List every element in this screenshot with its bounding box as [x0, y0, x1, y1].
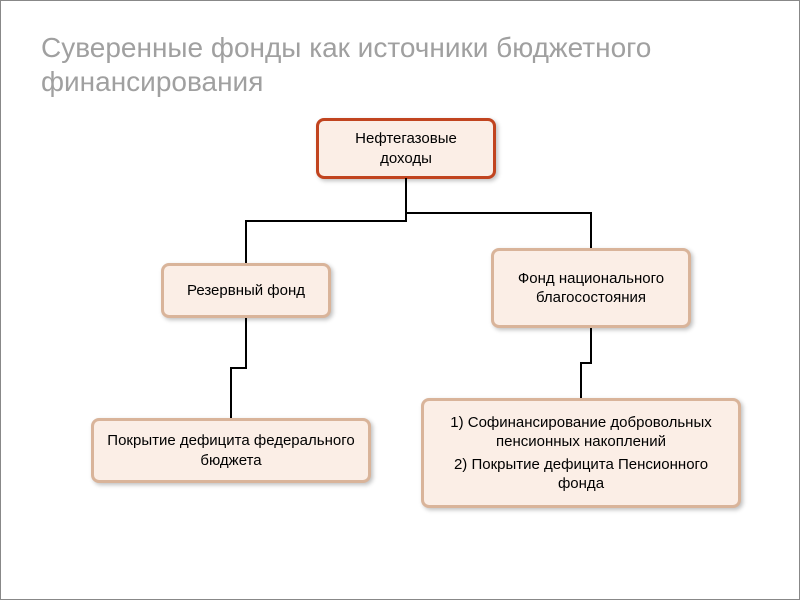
- hierarchy-diagram: Нефтегазовые доходы Резервный фонд Фонд на…: [41, 118, 759, 568]
- node-root: Нефтегазовые доходы: [316, 118, 496, 179]
- connector: [245, 220, 407, 222]
- connector: [405, 212, 592, 214]
- slide-title: Суверенные фонды как источники бюджетног…: [41, 31, 759, 98]
- connector: [245, 221, 247, 264]
- slide-container: Суверенные фонды как источники бюджетног…: [0, 0, 800, 600]
- connector: [405, 178, 407, 213]
- connector: [230, 367, 247, 369]
- node-reserve: Резервный фонд: [161, 263, 331, 318]
- connector: [580, 363, 582, 398]
- node-nwf: Фонд национального благосостояния: [491, 248, 691, 328]
- connector: [590, 328, 592, 363]
- connector: [590, 213, 592, 248]
- connector: [245, 318, 247, 368]
- connector: [230, 368, 232, 418]
- node-deficit: Покрытие дефицита федерального бюджета: [91, 418, 371, 483]
- node-pension: 1) Софинансирование добровольных пенсион…: [421, 398, 741, 508]
